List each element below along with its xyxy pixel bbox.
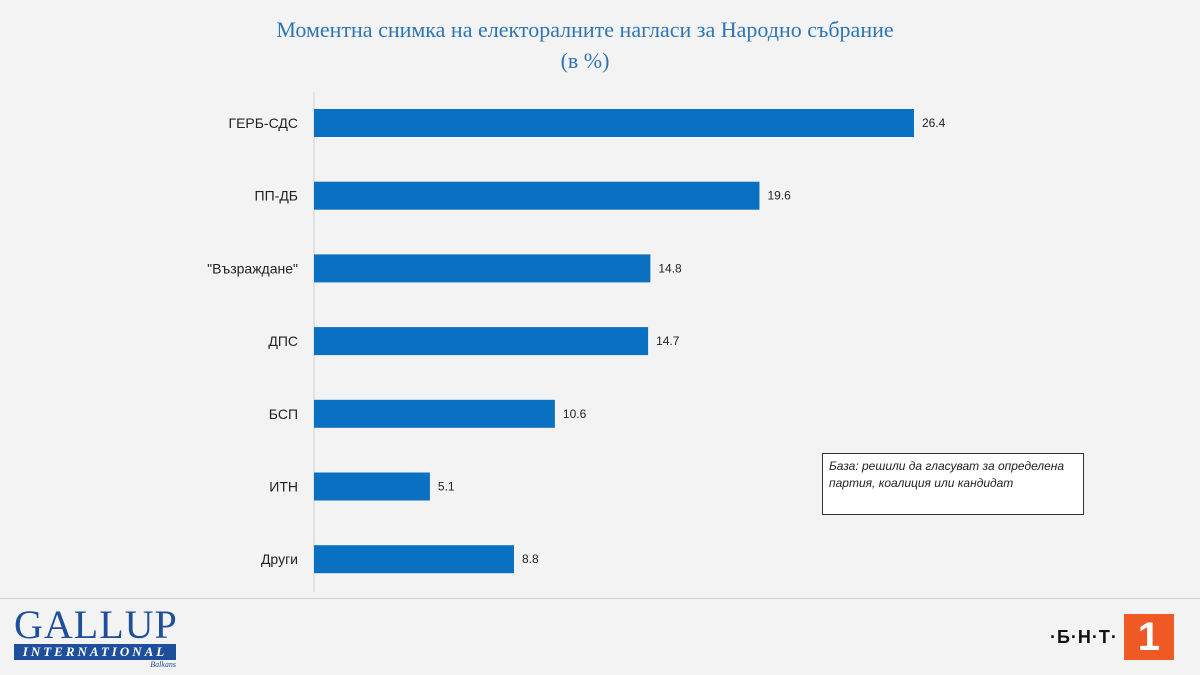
footer-divider [0,598,1200,599]
value-label-5: 5.1 [438,480,455,494]
category-label-4: БСП [269,406,298,422]
value-label-1: 19.6 [767,189,791,203]
category-label-6: Други [261,551,298,567]
value-label-0: 26.4 [922,116,946,130]
category-label-1: ПП-ДБ [255,188,298,204]
bnt1-logo: ·Б·Н·Т· 1 [1050,614,1174,660]
category-label-2: "Възраждане" [207,260,298,276]
bar-3 [314,327,649,356]
value-label-3: 14.7 [656,334,680,348]
value-label-6: 8.8 [522,552,539,566]
bar-1 [314,181,760,210]
bnt-logo-number: 1 [1123,614,1174,660]
gallup-logo: GALLUP INTERNATIONAL Balkans [14,602,179,669]
category-label-0: ГЕРБ-СДС [228,115,298,131]
gallup-logo-bar: INTERNATIONAL [14,644,176,660]
category-label-5: ИТН [269,479,298,495]
chart-title-line2: (в %) [560,48,610,73]
bar-2 [314,254,651,283]
value-label-2: 14.8 [658,261,682,275]
bar-chart: ГЕРБ-СДС 26.4 ПП-ДБ 19.6 "Възраждане" 14.8 ДПС… [207,92,946,592]
bar-4 [314,399,555,428]
bar-5 [314,472,430,501]
bar-6 [314,545,514,574]
base-note: База: решили да гласуват за определена п… [822,453,1084,515]
gallup-logo-sub: Balkans [150,660,176,669]
chart-title-line1: Моментна снимка на електоралните нагласи… [276,17,894,42]
bar-0 [314,109,914,137]
category-label-3: ДПС [268,333,298,349]
gallup-logo-word: GALLUP [14,602,178,647]
value-label-4: 10.6 [563,407,587,421]
bnt-logo-text: ·Б·Н·Т· [1050,626,1118,647]
chart-title: Моментна снимка на електоралните нагласи… [0,14,1170,76]
